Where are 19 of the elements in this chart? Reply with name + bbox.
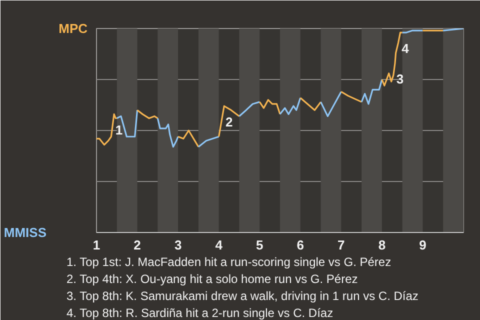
x-tick-label: 6: [296, 238, 304, 252]
x-tick-label: 3: [174, 238, 182, 252]
text: 3. Top 8th: K. Samurakami drew a walk, driving in 1 run vs C. Díaz: [66, 289, 418, 303]
x-tick-label: 9: [419, 238, 426, 252]
x-tick-label: 4: [215, 238, 224, 252]
annotation: 2: [226, 114, 233, 130]
x-tick-label: 8: [378, 238, 386, 252]
annotation: 3: [396, 72, 404, 87]
x-tick-label: 7: [338, 238, 345, 252]
x-tick-label: 1: [92, 238, 100, 252]
text: 1. Top 1st: J. MacFadden hit a run-scoring single vs G. Pérez: [66, 255, 392, 269]
x-tick-label: 5: [256, 238, 264, 252]
text: 4. Top 8th: R. Sardiña hit a 2-run single vs C. Díaz: [66, 306, 334, 320]
x-tick-label: 2: [134, 238, 141, 252]
text: 2. Top 4th: X. Ou-yang hit a solo home run vs G. Pérez: [66, 272, 358, 286]
annotation: 4: [402, 41, 410, 56]
text: MPC: [58, 21, 88, 36]
text: MMISS: [4, 225, 47, 240]
annotation: 1: [115, 122, 123, 138]
